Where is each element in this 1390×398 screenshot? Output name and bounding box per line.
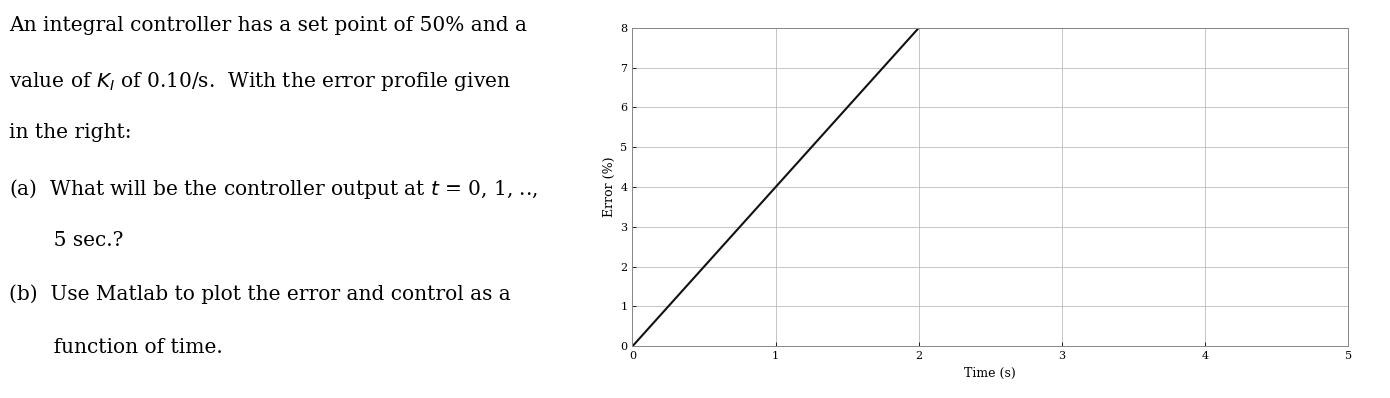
X-axis label: Time (s): Time (s) — [965, 367, 1016, 380]
Text: (a)  What will be the controller output at $t$ = 0, 1, ..,: (a) What will be the controller output a… — [10, 177, 538, 201]
Text: in the right:: in the right: — [10, 123, 132, 142]
Text: (b)  Use Matlab to plot the error and control as a: (b) Use Matlab to plot the error and con… — [10, 285, 512, 304]
Y-axis label: Error (%): Error (%) — [603, 157, 616, 217]
Text: value of $K_I$ of 0.10/s.  With the error profile given: value of $K_I$ of 0.10/s. With the error… — [10, 70, 512, 93]
Text: An integral controller has a set point of 50% and a: An integral controller has a set point o… — [10, 16, 527, 35]
Text: 5 sec.?: 5 sec.? — [10, 231, 124, 250]
Text: function of time.: function of time. — [10, 338, 224, 357]
